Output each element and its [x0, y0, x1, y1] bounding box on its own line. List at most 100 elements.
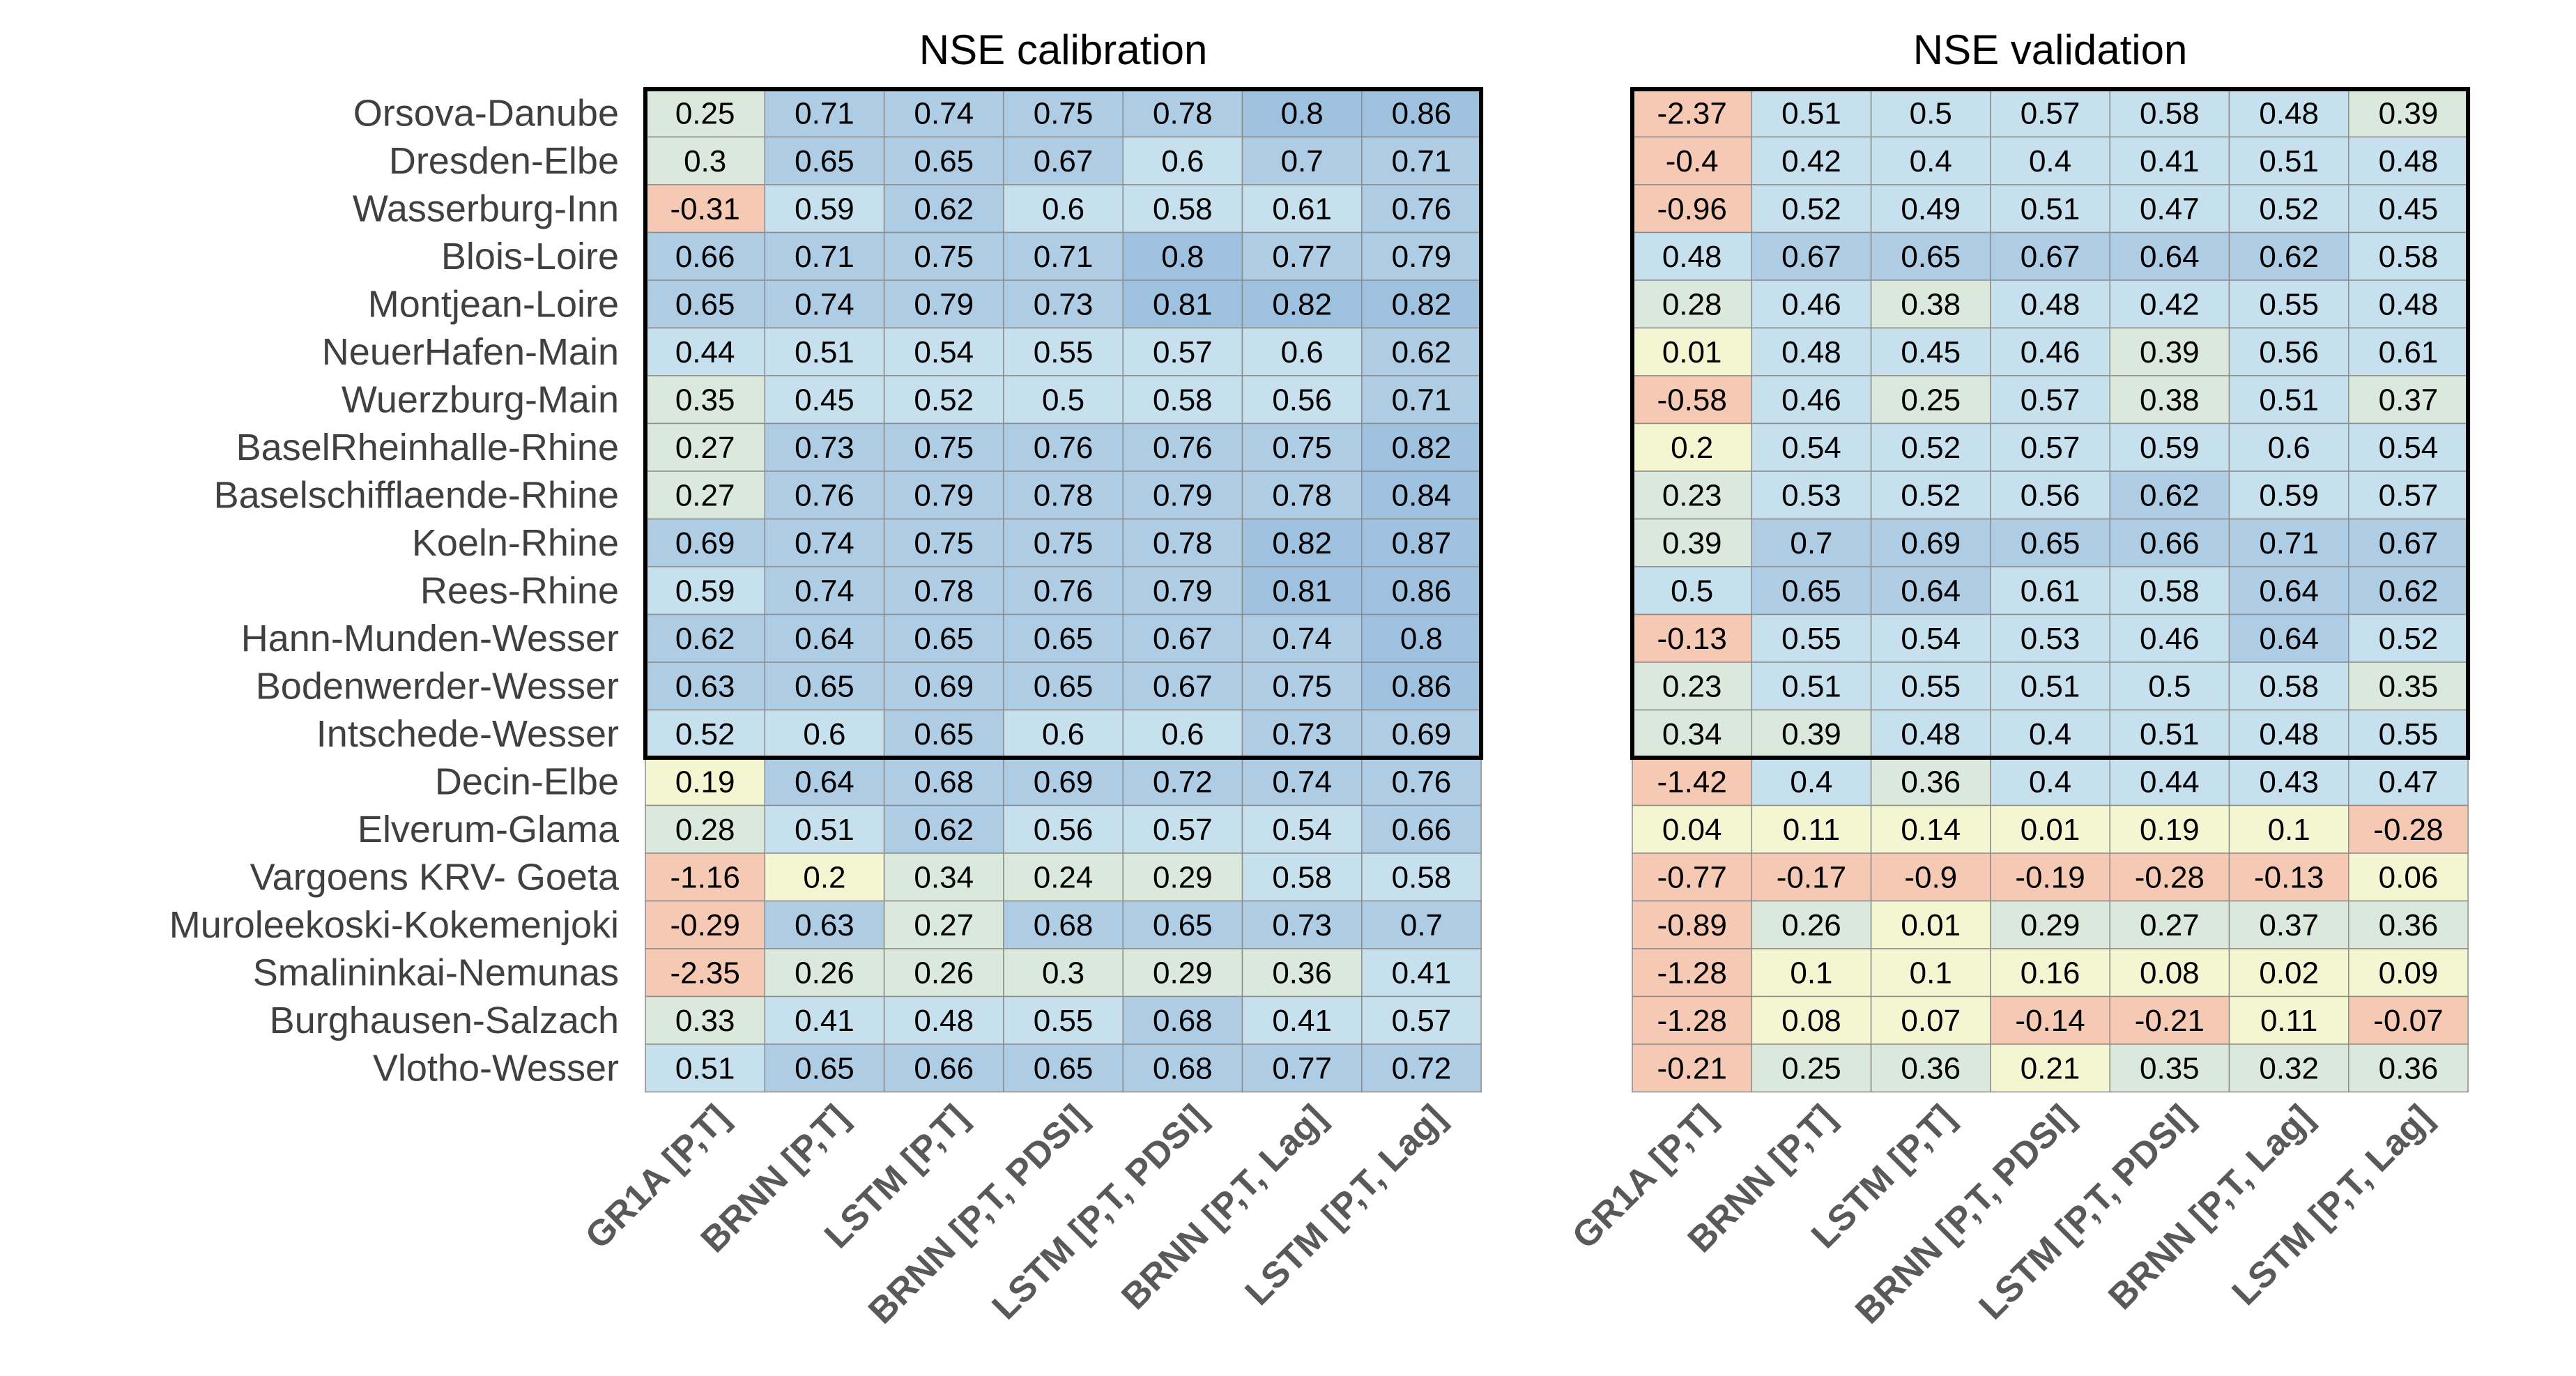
row-label: Decin-Elbe	[435, 760, 619, 802]
cell-value: 0.45	[2379, 192, 2439, 226]
cell-value: 0.65	[1901, 240, 1961, 274]
cell-value: 0.49	[1901, 192, 1961, 226]
row-label: BaselRheinhalle-Rhine	[236, 427, 619, 468]
cell-value: 0.65	[914, 144, 974, 178]
heatmap-cell	[883, 280, 1004, 329]
heatmap-cell	[1751, 280, 1872, 329]
heatmap-cell	[2109, 566, 2230, 616]
heatmap-cell	[1241, 1044, 1363, 1093]
cell-value: 0.36	[2379, 1051, 2439, 1085]
cell-value: 0.74	[795, 574, 854, 608]
cell-value: 0.77	[1272, 1051, 1332, 1085]
heatmap-cell	[1241, 566, 1363, 616]
heatmap-cell	[1632, 184, 1753, 234]
cell-value: 0.3	[1042, 956, 1084, 990]
cell-value: 0.35	[2379, 669, 2439, 703]
cell-value: 0.58	[2379, 240, 2439, 274]
cell-value: 0.23	[1662, 669, 1722, 703]
cell-value: 0.64	[2259, 622, 2319, 656]
cell-value: 0.29	[1153, 956, 1213, 990]
heatmap-cell	[883, 375, 1004, 425]
cell-value: -1.28	[1657, 956, 1727, 990]
cell-value: -0.4	[1666, 144, 1719, 178]
validation-panel: NSE validation -2.37 0.51 0.5 0.57 0.58 0.48 0.…	[1565, 26, 2471, 1332]
cell-value: 0.86	[1392, 574, 1452, 608]
cell-value: 0.58	[1153, 383, 1213, 417]
heatmap-cell	[883, 566, 1004, 616]
cell-value: 0.59	[795, 192, 854, 226]
heatmap-cell	[2109, 184, 2230, 234]
heatmap-cell	[1361, 136, 1482, 185]
row-label: Rees-Rhine	[420, 569, 619, 611]
heatmap-cell	[2109, 231, 2230, 281]
row-label: Dresden-Elbe	[389, 140, 619, 182]
cell-value: 0.58	[2140, 574, 2200, 608]
cell-value: 0.65	[795, 669, 854, 703]
cell-value: 0.01	[2021, 813, 2080, 847]
heatmap-cell	[883, 900, 1004, 949]
cell-value: 0.59	[2259, 478, 2319, 512]
cell-value: 0.51	[2259, 383, 2319, 417]
heatmap-cell	[1241, 948, 1363, 997]
highlight-frame	[1630, 87, 2471, 760]
cell-value: 0.78	[1153, 96, 1213, 130]
cell-value: 0.82	[1392, 431, 1452, 465]
cell-value: 0.54	[2379, 431, 2439, 465]
heatmap-cell	[1122, 327, 1243, 376]
cell-value: 0.71	[795, 96, 854, 130]
cell-value: 0.55	[2259, 287, 2319, 321]
cell-value: 0.59	[675, 574, 735, 608]
cell-value: 0.35	[2140, 1051, 2200, 1085]
cell-value: 0.48	[2259, 717, 2319, 751]
cell-value: 0.74	[914, 96, 974, 130]
heatmap-cell	[2348, 231, 2469, 281]
heatmap-cell	[645, 662, 766, 711]
cell-value: 0.74	[795, 287, 854, 321]
cell-value: 0.6	[1042, 717, 1084, 751]
cell-value: 0.61	[2379, 335, 2439, 369]
cell-value: 0.52	[2379, 622, 2439, 656]
heatmap-cell	[764, 757, 885, 807]
cell-value: 0.73	[795, 431, 854, 465]
cell-value: 0.23	[1662, 478, 1722, 512]
cell-value: 0.68	[1153, 1051, 1213, 1085]
cell-value: 0.76	[1392, 192, 1452, 226]
heatmap-cell	[2228, 471, 2349, 520]
cell-value: 0.29	[1153, 860, 1213, 894]
heatmap-cell	[883, 136, 1004, 185]
heatmap-cell	[1632, 757, 1753, 807]
heatmap-cell	[2228, 327, 2349, 376]
cell-value: 0.74	[1272, 765, 1332, 799]
cell-value: 0.39	[1662, 526, 1722, 560]
heatmap-cell	[1990, 184, 2110, 234]
heatmap-cell	[1361, 566, 1482, 616]
cell-value: -1.42	[1657, 765, 1727, 799]
cell-value: 0.61	[1272, 192, 1332, 226]
heatmap-cell	[645, 280, 766, 329]
heatmap-cell	[2109, 853, 2230, 902]
cell-value: 0.6	[803, 717, 845, 751]
cell-value: -0.58	[1657, 383, 1727, 417]
cell-value: 0.48	[1901, 717, 1961, 751]
heatmap-cell	[1990, 709, 2110, 758]
heatmap-cell	[1003, 518, 1124, 567]
cell-value: 0.43	[2259, 765, 2319, 799]
heatmap-cell	[1122, 995, 1243, 1045]
heatmap-cell	[1751, 471, 1872, 520]
cell-value: 0.44	[2140, 765, 2200, 799]
cell-value: 0.55	[1034, 335, 1094, 369]
cell-value: 0.04	[1662, 813, 1722, 847]
cell-value: 0.48	[914, 1004, 974, 1038]
cell-value: 0.14	[1901, 813, 1961, 847]
heatmap-cell	[1122, 1044, 1243, 1093]
cell-value: 0.48	[1781, 335, 1841, 369]
heatmap-cell	[1361, 613, 1482, 663]
cell-value: 0.3	[684, 144, 726, 178]
cell-value: 0.62	[2259, 240, 2319, 274]
heatmap-cell	[2109, 709, 2230, 758]
cell-value: 0.51	[1781, 669, 1841, 703]
cell-value: 0.25	[1781, 1051, 1841, 1085]
row-label: Orsova-Danube	[353, 92, 619, 134]
heatmap-cell	[2348, 89, 2469, 138]
heatmap-cell	[1361, 804, 1482, 854]
